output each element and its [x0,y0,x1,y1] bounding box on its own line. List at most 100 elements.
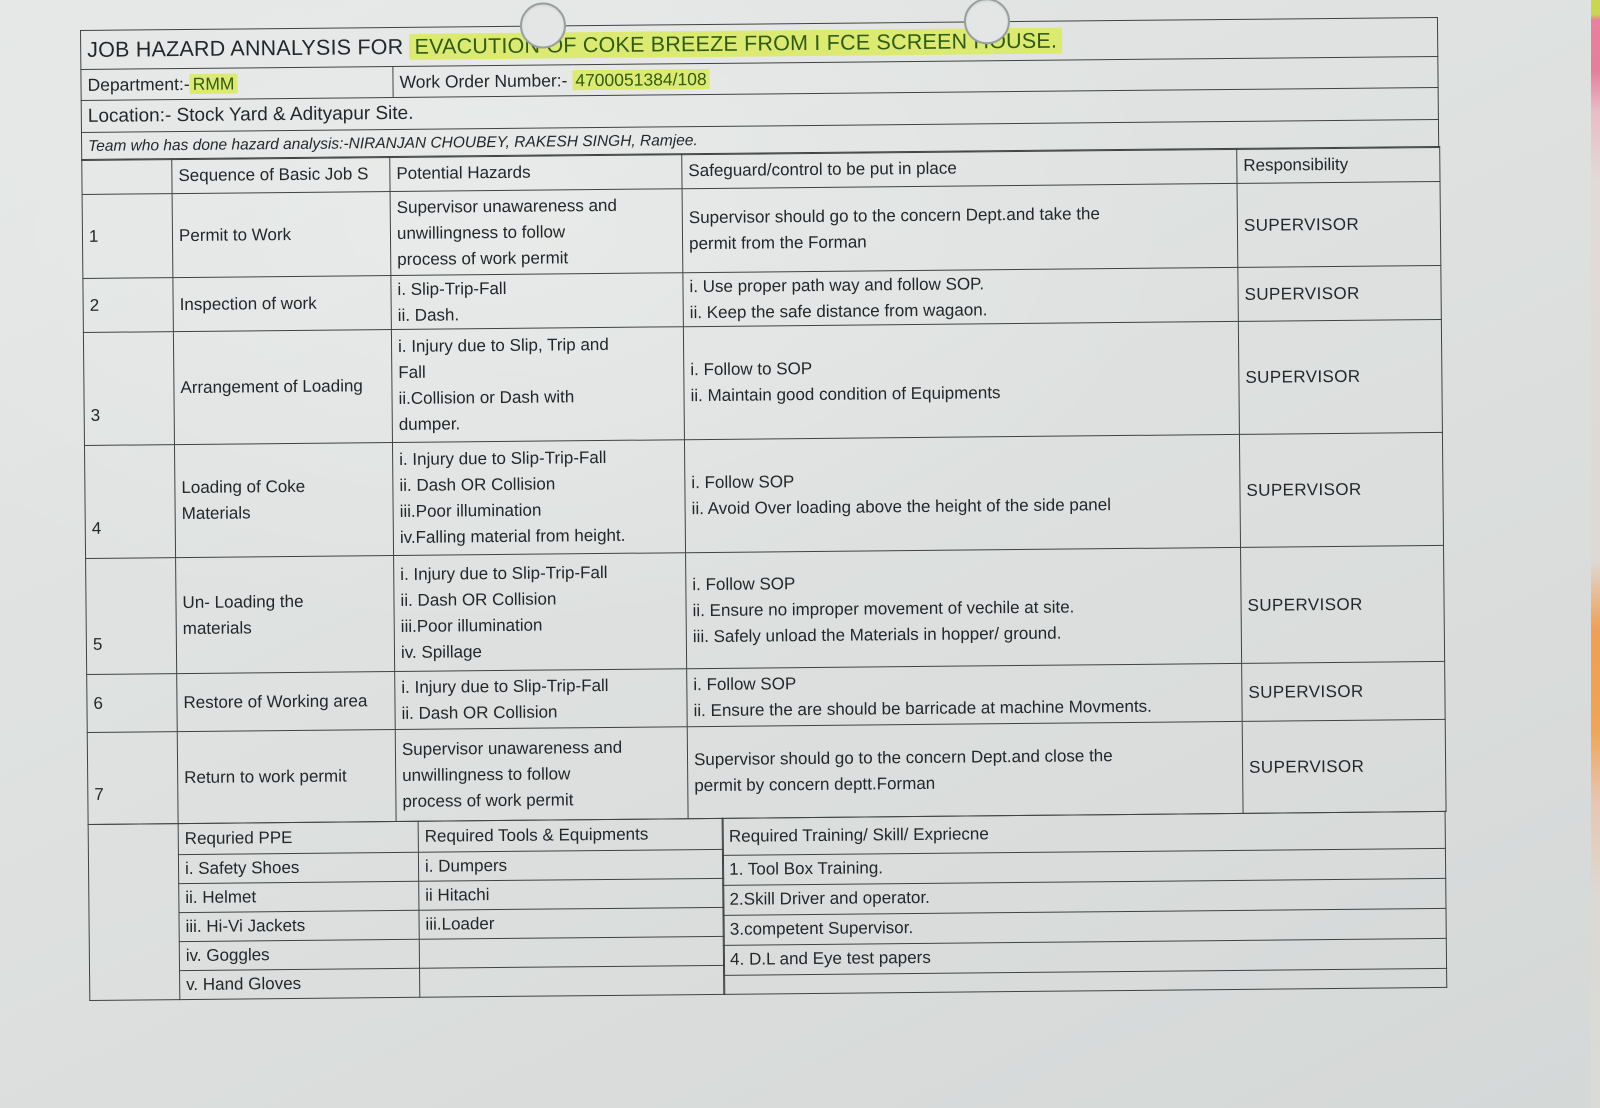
responsibility: SUPERVISOR [1242,719,1447,814]
header-job-step: Sequence of Basic Job S [171,156,391,194]
text-line: i. Slip-Trip-Fall [397,278,507,299]
ppe-item: i. Safety Shoes [178,851,419,884]
job-step: Un- Loading the materials [175,555,395,674]
job-step: Inspection of work [172,275,392,332]
seq-number: 5 [85,557,177,675]
requirements-section: Requried PPE Required Tools & Equipments i… [88,811,1448,1001]
jha-row: 1 Permit to Work Supervisor unawareness an… [82,181,1441,279]
text-line: Inspection of work [179,293,317,314]
work-order-label: Work Order Number:- [399,69,568,92]
text-line: Return to work permit [184,766,347,787]
text-line: ii. Maintain good condition of Equipment… [690,383,1001,406]
department-cell: Department:- RMM [80,66,394,101]
jha-table-body: 1 Permit to Work Supervisor unawareness an… [82,181,1447,825]
text-line: Permit to Work [178,224,292,245]
text-line: i. Injury due to Slip-Trip-Fall [399,448,607,470]
text-line: i. Injury due to Slip-Trip-Fall [400,562,608,584]
text-line: ii. Dash OR Collision [400,589,557,610]
job-step: Loading of Coke Materials [174,442,394,558]
tool-item: ii Hitachi [418,877,724,910]
ppe-item: iv. Goggles [179,938,420,971]
text-line: Restore of Working area [183,691,368,712]
header-seq-number [81,158,173,195]
department-label: Department:- [87,73,190,95]
text-line: process of work permit [397,248,569,269]
ppe-tools-table: Requried PPE Required Tools & Equipments i… [88,817,726,1001]
job-step: Arrangement of Loading [173,329,393,445]
text-line: dumper. [398,414,461,435]
text-line: ii. Dash OR Collision [401,702,558,723]
safeguards: i. Follow SOP ii. Ensure the are should b… [686,663,1243,728]
text-line: iii.Poor illumination [400,615,543,636]
text-line: process of work permit [402,790,574,811]
job-step: Return to work permit [177,729,397,824]
seq-number: 6 [86,673,178,733]
text-line: permit from the Forman [688,232,867,253]
text-line: ii. Keep the safe distance from wagaon. [689,300,988,322]
jha-row: 4 Loading of Coke Materials i. Injury due t… [84,432,1444,559]
safeguards: i. Follow to SOP ii. Maintain good condit… [683,321,1240,441]
potential-hazards: i. Injury due to Slip, Trip and Fall ii.Co… [391,327,685,443]
potential-hazards: i. Injury due to Slip-Trip-Fall ii. Dash … [393,553,687,672]
ppe-item: v. Hand Gloves [179,967,420,1000]
potential-hazards: Supervisor unawareness and unwillingness … [390,189,683,276]
safeguards: i. Follow SOP ii. Ensure no improper move… [685,547,1242,670]
seq-number: 4 [84,444,176,559]
work-order-value: 4700051384/108 [572,68,710,90]
safeguards: Supervisor should go to the concern Dept… [687,721,1244,820]
header-responsibility: Responsibility [1236,146,1441,184]
tool-item [419,964,725,997]
jha-table: Sequence of Basic Job S Potential Hazard… [81,146,1447,825]
text-line: materials [182,618,252,638]
document-header-table: JOB HAZARD ANNALYSIS FOR EVACUTION OF CO… [80,17,1439,161]
tool-item: i. Dumpers [418,848,724,881]
safeguards: i. Use proper path way and follow SOP. ii… [682,267,1239,328]
seq-number: 1 [82,193,173,279]
department-value: RMM [189,72,238,94]
empty-left-cell [88,823,180,1001]
text-line: unwillingness to follow [396,222,566,243]
seq-number: 7 [87,731,179,825]
responsibility: SUPERVISOR [1241,661,1446,722]
safeguards: Supervisor should go to the concern Dept… [682,183,1238,274]
text-line: ii. Avoid Over loading above the height … [691,495,1112,519]
header-safeguards: Safeguard/control to be put in place [681,148,1238,190]
potential-hazards: i. Slip-Trip-Fall ii. Dash. [390,273,684,330]
responsibility: SUPERVISOR [1238,319,1443,435]
text-line: iv.Falling material from height. [399,526,626,548]
training-table: Required Training/ Skill/ Expriecne 1. To… [722,811,1447,995]
text-line: i. Injury due to Slip, Trip and [397,335,609,357]
safeguards: i. Follow SOP ii. Avoid Over loading abov… [684,434,1241,554]
text-line: iv. Spillage [400,641,483,662]
responsibility: SUPERVISOR [1237,181,1441,268]
job-step: Restore of Working area [176,671,396,732]
text-line: ii. Dash. [397,305,460,325]
text-line: permit by concern deptt.Forman [694,773,936,795]
training-body: Required Training/ Skill/ Expriecne 1. To… [722,811,1447,994]
potential-hazards: i. Injury due to Slip-Trip-Fall ii. Dash … [392,440,686,556]
text-line: unwillingness to follow [402,764,571,785]
jha-document: JOB HAZARD ANNALYSIS FOR EVACUTION OF CO… [80,0,1448,1001]
responsibility: SUPERVISOR [1237,265,1442,322]
text-line: Supervisor unawareness and [396,195,617,217]
photo-edge-strip [1591,0,1600,1108]
text-line: iii. Safely unload the Materials in hopp… [692,623,1062,646]
text-line: i. Injury due to Slip-Trip-Fall [401,675,609,697]
text-line: Supervisor unawareness and [401,737,623,759]
ppe-item: iii. Hi-Vi Jackets [178,909,420,942]
responsibility: SUPERVISOR [1239,432,1444,548]
ppe-tools-row: v. Hand Gloves [90,964,725,1000]
responsibility: SUPERVISOR [1240,545,1445,664]
jha-row: 7 Return to work permit Supervisor unaware… [87,719,1447,825]
tool-item [419,935,725,968]
title-prefix: JOB HAZARD ANNALYSIS FOR [87,34,404,62]
text-line: Loading of Coke [181,477,306,498]
seq-number: 3 [83,331,175,446]
seq-number: 2 [82,277,174,333]
text-line: iii.Poor illumination [399,500,542,522]
text-line: Arrangement of Loading [180,376,363,398]
header-potential-hazards: Potential Hazards [389,154,683,192]
text-line: ii. Dash OR Collision [399,474,556,496]
